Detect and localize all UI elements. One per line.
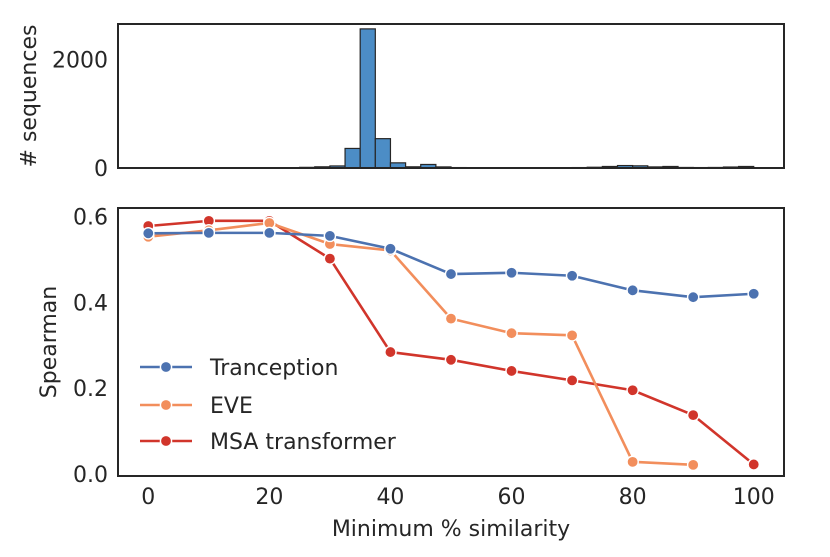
y-axis-label: Spearman (37, 286, 62, 398)
data-point (686, 290, 700, 304)
data-point (626, 455, 639, 469)
legend: Tranception EVE MSA transformer (140, 356, 397, 455)
histogram-bar (359, 28, 376, 169)
legend-label: EVE (210, 394, 253, 419)
data-point (384, 242, 397, 256)
legend-label: MSA transformer (210, 430, 397, 455)
data-point (505, 266, 518, 280)
data-point (323, 229, 337, 243)
x-tick-label: 100 (733, 485, 775, 510)
legend-marker (159, 434, 173, 448)
data-point (747, 458, 761, 471)
data-point (505, 364, 518, 378)
x-tick-label: 60 (498, 485, 526, 510)
legend-item: EVE (140, 394, 253, 419)
data-point (444, 312, 458, 325)
y-tick-label: 0.4 (73, 291, 108, 316)
histogram-frame (117, 23, 785, 169)
data-point (505, 326, 518, 340)
data-point (686, 408, 700, 422)
data-point (626, 383, 639, 397)
histogram-panel: 0 2000 # sequences (17, 23, 785, 182)
legend-label: Tranception (209, 356, 338, 381)
legend-marker (159, 360, 173, 374)
histogram-y-tick-label: 2000 (52, 48, 108, 73)
line-chart-frame (117, 207, 785, 477)
x-tick-label: 20 (255, 485, 283, 510)
x-axis-label: Minimum % similarity (332, 517, 570, 542)
histogram-y-label: # sequences (17, 25, 42, 168)
series-tranception (141, 226, 761, 304)
y-tick-label: 0.2 (73, 377, 108, 402)
histogram-y-tick-label: 0 (94, 157, 108, 182)
data-point (444, 267, 458, 281)
data-point (686, 458, 700, 472)
data-point (626, 284, 639, 297)
histogram-bars (299, 28, 755, 169)
x-tick-label: 80 (619, 485, 647, 510)
legend-item: Tranception (140, 356, 338, 381)
data-point (141, 226, 155, 240)
legend-item: MSA transformer (140, 430, 397, 455)
data-point (565, 269, 579, 283)
series-line (148, 221, 694, 467)
data-point (747, 287, 761, 301)
x-tick-label: 0 (141, 485, 155, 510)
data-point (565, 329, 579, 342)
series-line (148, 231, 754, 299)
data-point (202, 226, 216, 240)
line-chart-y-ticks: 0.0 0.2 0.4 0.6 (73, 206, 108, 488)
line-chart-panel: 0.0 0.2 0.4 0.6 0 20 40 60 80 100 Spearman Minim… (37, 206, 785, 542)
histogram-bar (344, 147, 361, 169)
legend-marker (159, 398, 173, 412)
histogram-y-ticks: 0 2000 (52, 48, 108, 182)
data-point (263, 226, 276, 240)
y-tick-label: 0.6 (73, 206, 108, 231)
series-line (148, 219, 755, 466)
data-point (384, 345, 397, 359)
y-tick-label: 0.0 (73, 463, 108, 488)
series-lines (141, 214, 761, 472)
x-tick-label: 40 (376, 485, 404, 510)
data-point (444, 353, 458, 367)
data-point (323, 252, 337, 265)
histogram-bar (374, 138, 392, 169)
x-axis-ticks: 0 20 40 60 80 100 (141, 485, 774, 510)
series-msa-transformer (141, 214, 761, 471)
data-point (565, 374, 579, 387)
